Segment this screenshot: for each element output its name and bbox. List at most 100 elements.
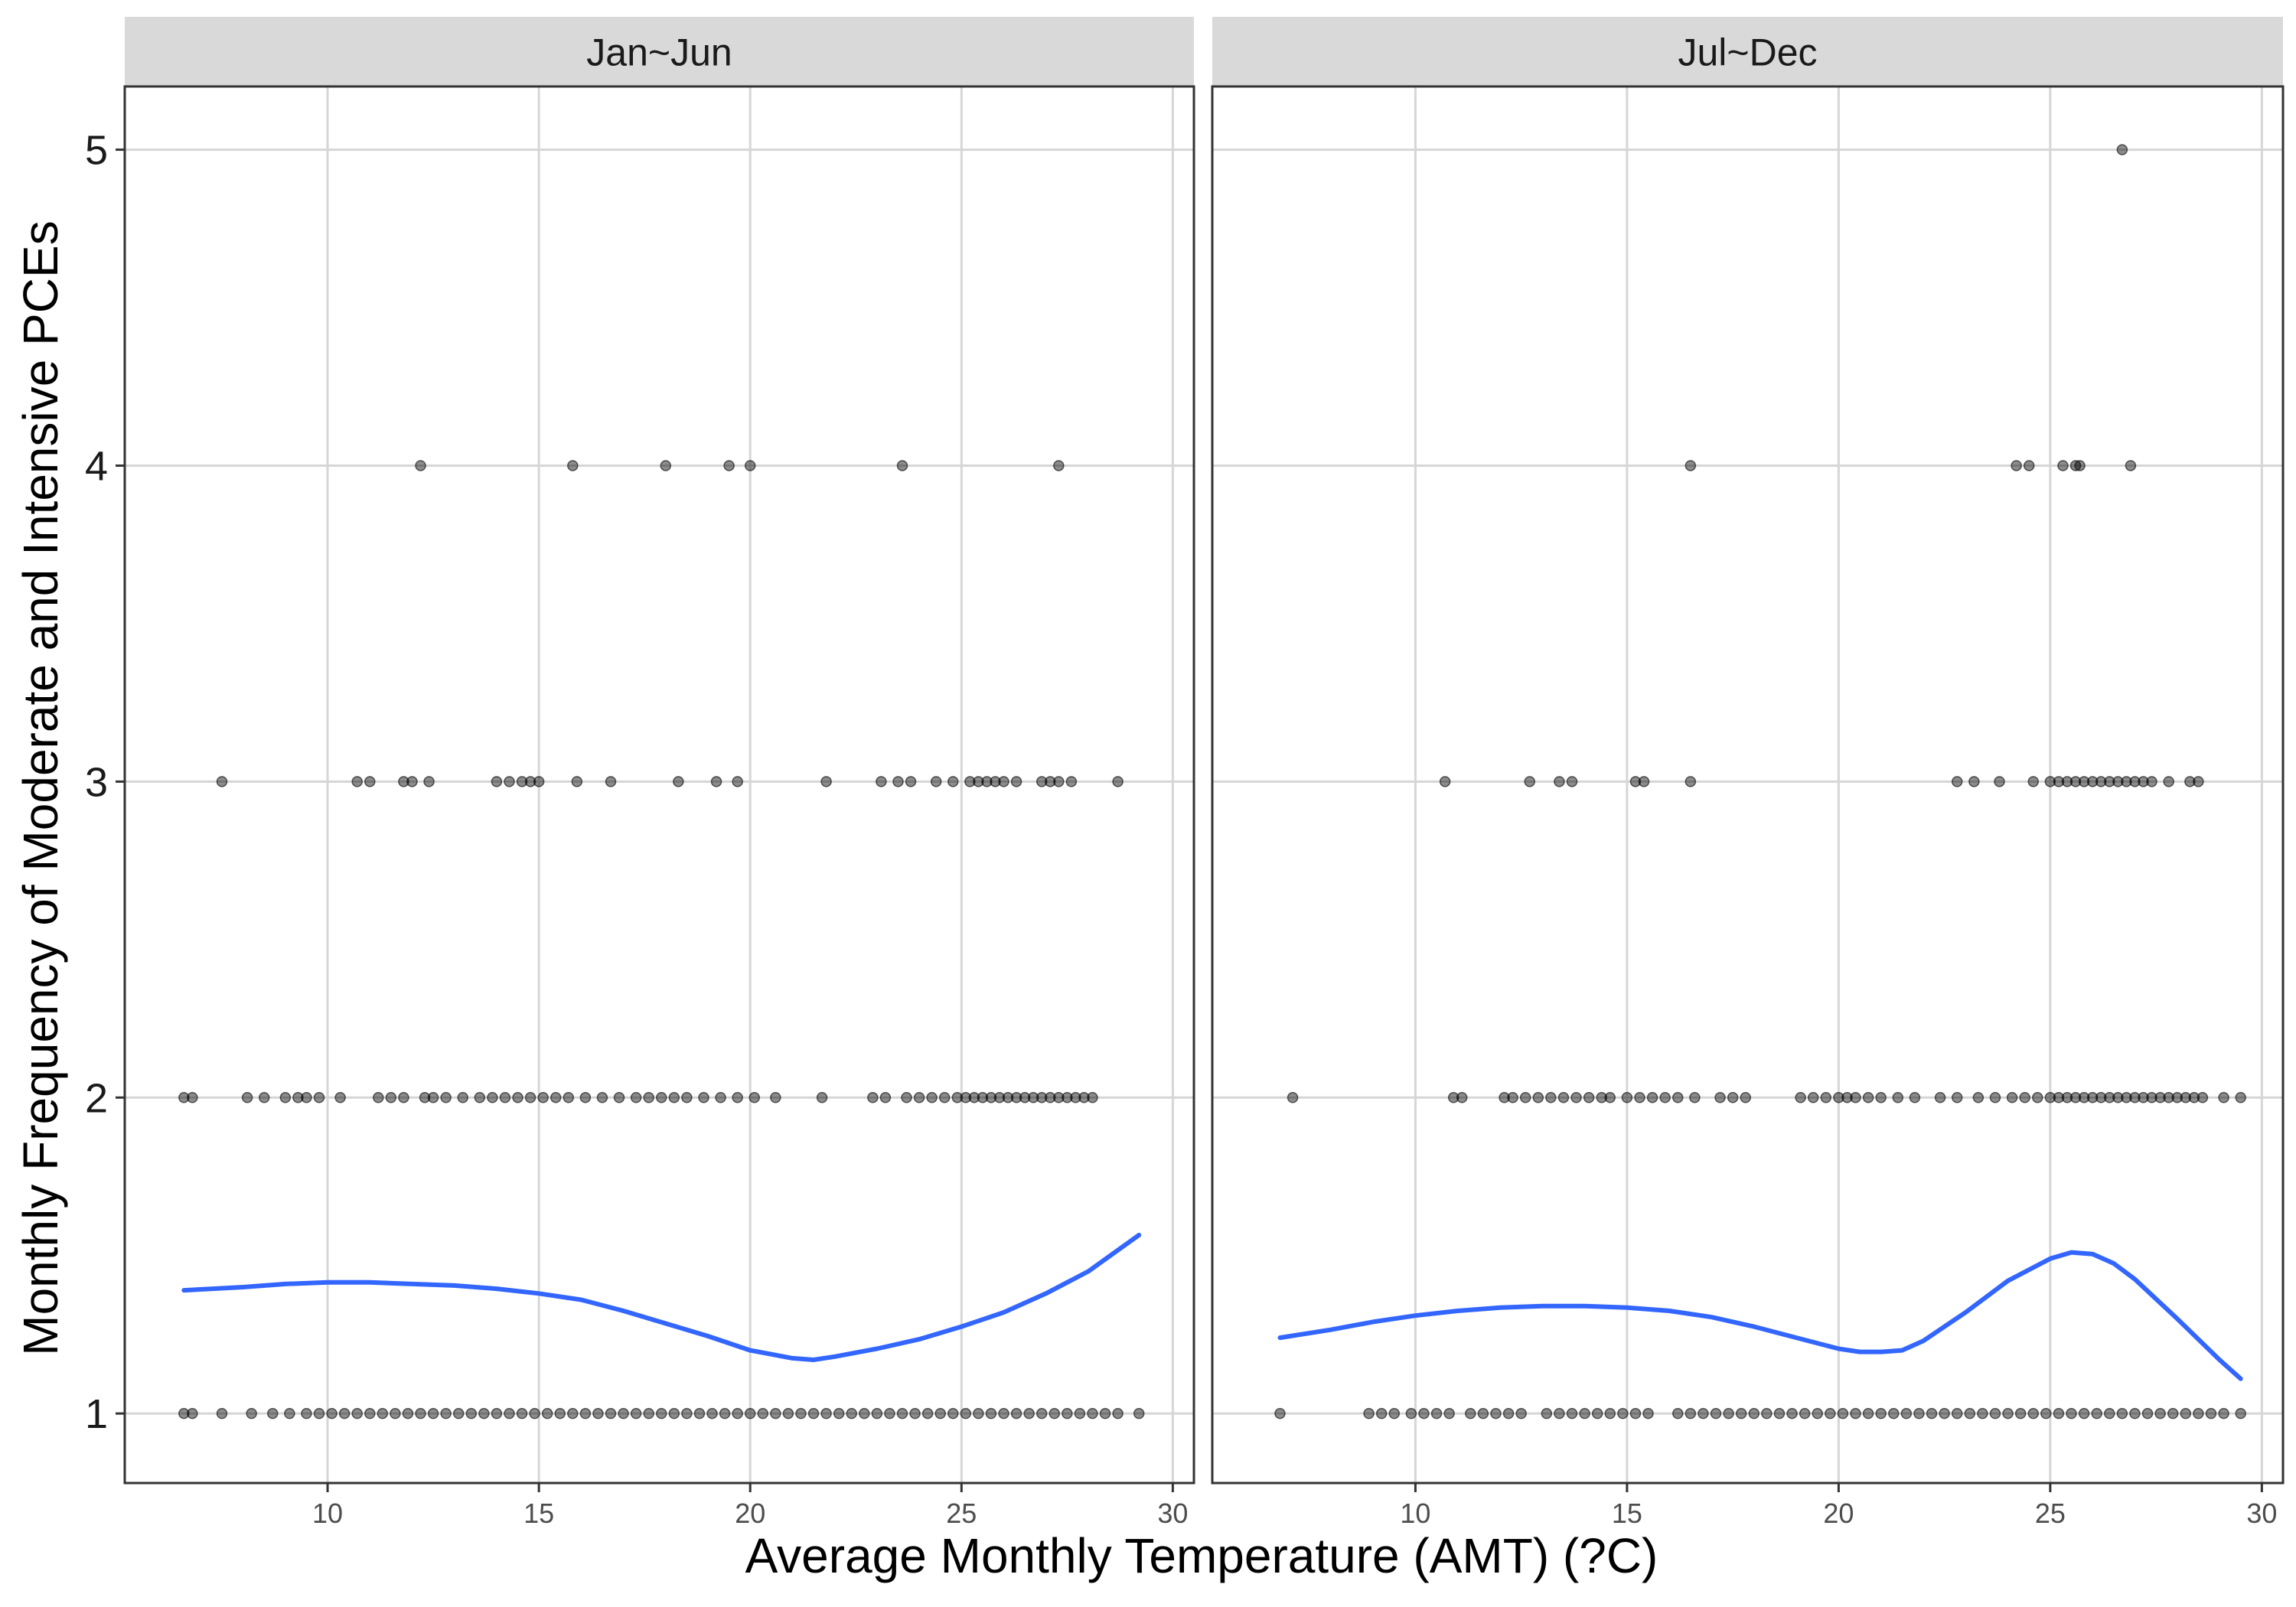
data-point bbox=[2069, 460, 2082, 471]
data-point bbox=[1964, 1407, 1976, 1420]
y-axis-title: Monthly Frequency of Moderate and Intens… bbox=[13, 220, 68, 1355]
data-point bbox=[2141, 1407, 2154, 1420]
data-point bbox=[579, 1092, 592, 1103]
data-point bbox=[1989, 1092, 2001, 1103]
data-point bbox=[2129, 776, 2141, 787]
data-point bbox=[1049, 1407, 1061, 1420]
smooth-trend-line bbox=[181, 1232, 1142, 1362]
data-point bbox=[2078, 776, 2090, 787]
data-point bbox=[1850, 1092, 1861, 1103]
data-point bbox=[668, 1092, 680, 1103]
data-point bbox=[1062, 1092, 1073, 1103]
data-point bbox=[1045, 1092, 1056, 1103]
data-point bbox=[1634, 1092, 1645, 1103]
data-point bbox=[643, 1092, 654, 1103]
x-tick-label: 10 bbox=[1400, 1498, 1430, 1529]
data-point bbox=[820, 1407, 832, 1420]
data-point bbox=[613, 1092, 625, 1103]
panel-border bbox=[1211, 85, 2285, 1485]
data-point bbox=[719, 1407, 731, 1420]
data-point bbox=[1545, 1092, 1557, 1103]
data-point bbox=[1989, 1407, 2001, 1420]
data-point bbox=[710, 776, 722, 787]
data-point bbox=[1443, 1407, 1455, 1420]
data-point bbox=[1900, 1407, 1913, 1420]
data-point bbox=[1388, 1407, 1401, 1420]
data-point bbox=[2129, 1407, 2141, 1420]
data-point bbox=[516, 1407, 528, 1420]
panel-border bbox=[123, 85, 1195, 1485]
data-point bbox=[1087, 1092, 1098, 1103]
data-point bbox=[267, 1407, 279, 1420]
data-point bbox=[1714, 1092, 1726, 1103]
data-point bbox=[415, 460, 426, 471]
data-point bbox=[630, 1092, 642, 1103]
data-point bbox=[398, 776, 409, 787]
data-point bbox=[1825, 1407, 1836, 1420]
data-point bbox=[326, 1407, 338, 1420]
data-point bbox=[973, 1407, 984, 1420]
data-point bbox=[2146, 1092, 2157, 1103]
data-point bbox=[698, 1092, 709, 1103]
data-point bbox=[1133, 1407, 1145, 1420]
data-point bbox=[1698, 1407, 1709, 1420]
data-point bbox=[2163, 776, 2174, 787]
data-point bbox=[474, 1092, 486, 1103]
data-point bbox=[1862, 1092, 1874, 1103]
data-point bbox=[1646, 1092, 1658, 1103]
x-axis-title: Average Monthly Temperature (AMT) (?C) bbox=[745, 1528, 1658, 1583]
data-point bbox=[537, 1092, 549, 1103]
data-point bbox=[2188, 1092, 2200, 1103]
data-point bbox=[2121, 1092, 2132, 1103]
data-point bbox=[596, 1092, 608, 1103]
data-point bbox=[1875, 1092, 1887, 1103]
data-point bbox=[567, 460, 579, 471]
data-point bbox=[284, 1407, 295, 1420]
data-point bbox=[668, 1407, 680, 1420]
data-point bbox=[178, 1407, 190, 1420]
data-point bbox=[258, 1092, 270, 1103]
plot-background bbox=[125, 86, 1194, 1483]
y-tick-label: 1 bbox=[85, 1391, 108, 1437]
data-point bbox=[364, 776, 376, 787]
data-point bbox=[1642, 1407, 1654, 1420]
data-point bbox=[909, 1407, 921, 1420]
data-point bbox=[1629, 776, 1642, 787]
data-point bbox=[2095, 1092, 2107, 1103]
data-point bbox=[1727, 1092, 1739, 1103]
x-tick-label: 20 bbox=[1823, 1498, 1854, 1529]
data-point bbox=[947, 1407, 959, 1420]
data-point bbox=[2044, 1092, 2056, 1103]
data-point bbox=[1621, 1092, 1633, 1103]
data-point bbox=[876, 776, 887, 787]
facet-strip-label: Jul~Dec bbox=[1678, 31, 1817, 74]
data-point bbox=[1807, 1092, 1819, 1103]
data-point bbox=[732, 776, 743, 787]
data-point bbox=[605, 1407, 617, 1420]
data-point bbox=[1078, 1092, 1090, 1103]
data-point bbox=[618, 1407, 629, 1420]
data-point bbox=[770, 1092, 781, 1103]
data-point bbox=[744, 1407, 756, 1420]
data-point bbox=[524, 1092, 536, 1103]
data-point bbox=[187, 1092, 198, 1103]
data-point bbox=[1112, 1407, 1124, 1420]
data-point bbox=[1554, 1407, 1565, 1420]
data-point bbox=[1035, 776, 1048, 787]
data-point bbox=[2061, 1092, 2073, 1103]
data-point bbox=[1499, 1092, 1510, 1103]
data-point bbox=[2027, 776, 2040, 787]
data-point bbox=[1477, 1407, 1489, 1420]
data-point bbox=[440, 1092, 452, 1103]
x-tick-label: 10 bbox=[312, 1498, 343, 1529]
data-point bbox=[1841, 1092, 1853, 1103]
data-point bbox=[964, 776, 976, 787]
data-point bbox=[2078, 1092, 2090, 1103]
data-point bbox=[554, 1407, 566, 1420]
data-point bbox=[241, 1092, 253, 1103]
data-point bbox=[681, 1407, 693, 1420]
data-point bbox=[2086, 776, 2099, 787]
y-tick-label: 5 bbox=[85, 128, 108, 174]
data-point bbox=[1672, 1092, 1684, 1103]
data-point bbox=[1710, 1407, 1722, 1420]
